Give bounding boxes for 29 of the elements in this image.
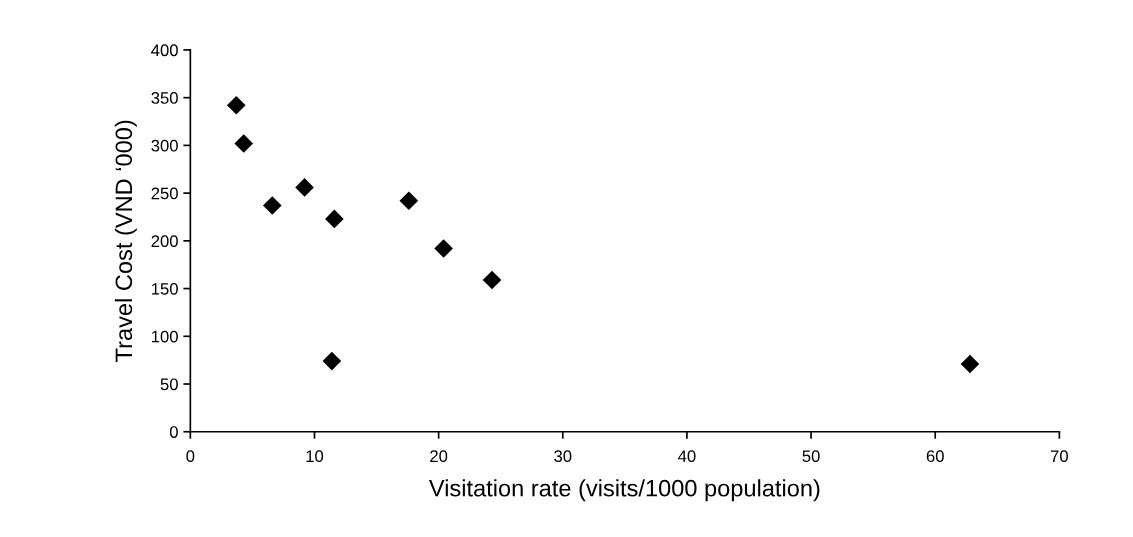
y-tick-label: 0 (169, 426, 178, 438)
y-tick-label: 50 (160, 378, 178, 391)
y-tick-label: 150 (152, 282, 178, 295)
y-tick-label: 200 (151, 235, 178, 248)
point (960, 354, 980, 374)
y-tick-label: 400 (151, 44, 178, 57)
x-tick-label: 10 (306, 450, 324, 463)
point (434, 239, 453, 258)
point (325, 209, 344, 229)
y-tick-label: 300 (151, 139, 178, 152)
x-tick-label: 40 (678, 450, 696, 463)
x-tick-label: 20 (430, 450, 448, 463)
y-tick-label: 250 (151, 187, 178, 200)
x-tick-label: 60 (926, 450, 944, 463)
point (482, 270, 502, 290)
x-tick-label: 70 (1050, 450, 1068, 463)
point (262, 196, 282, 215)
x-tick-label: 30 (554, 450, 572, 463)
y-tick-label: 100 (152, 330, 178, 343)
x-tick-label: 0 (186, 450, 195, 463)
x-tick-label: 50 (802, 450, 820, 463)
y-axis-title: Travel Cost (VND ‘000) (114, 120, 137, 362)
y-tick-label: 350 (151, 92, 178, 104)
point (399, 191, 419, 211)
point (322, 351, 342, 371)
point (226, 95, 246, 115)
point (234, 134, 254, 153)
point (295, 178, 314, 197)
x-axis-title: Visitation rate (visits/1000 population) (428, 479, 820, 502)
